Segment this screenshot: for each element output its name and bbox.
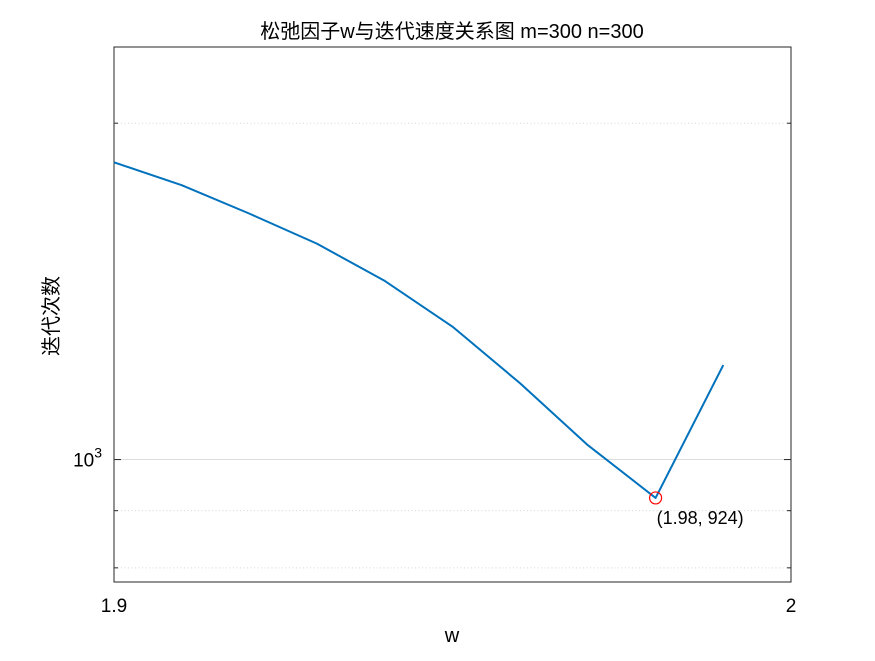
annotation-label: (1.98, 924) xyxy=(657,508,744,528)
x-tick-label: 2 xyxy=(786,596,797,617)
data-point xyxy=(722,364,724,366)
axes-background xyxy=(113,46,792,583)
data-point xyxy=(655,497,657,499)
x-axis-label: w xyxy=(444,625,460,647)
data-point xyxy=(384,280,386,282)
data-point xyxy=(587,444,589,446)
chart-title: 松弛因子w与迭代速度关系图 m=300 n=300 xyxy=(260,20,643,43)
y-tick-label-base: 10 xyxy=(73,451,94,472)
data-point xyxy=(519,382,521,384)
y-tick-label: 103 xyxy=(73,445,102,472)
annotation-layer: (1.98, 924) xyxy=(648,491,744,528)
tick-layer: 103 1.9 2 xyxy=(73,122,797,617)
series-layer xyxy=(113,161,725,499)
annotation-marker xyxy=(648,491,663,505)
grid-layer xyxy=(114,122,791,569)
data-series-line xyxy=(113,161,725,499)
data-point xyxy=(113,161,115,163)
x-tick-label: 1.9 xyxy=(101,596,127,617)
y-tick-label-exponent: 3 xyxy=(94,445,102,461)
data-point xyxy=(181,184,183,186)
data-point xyxy=(452,326,454,328)
y-axis-label: 迭代次数 xyxy=(40,276,63,356)
data-point xyxy=(248,213,250,215)
data-point xyxy=(316,243,318,245)
